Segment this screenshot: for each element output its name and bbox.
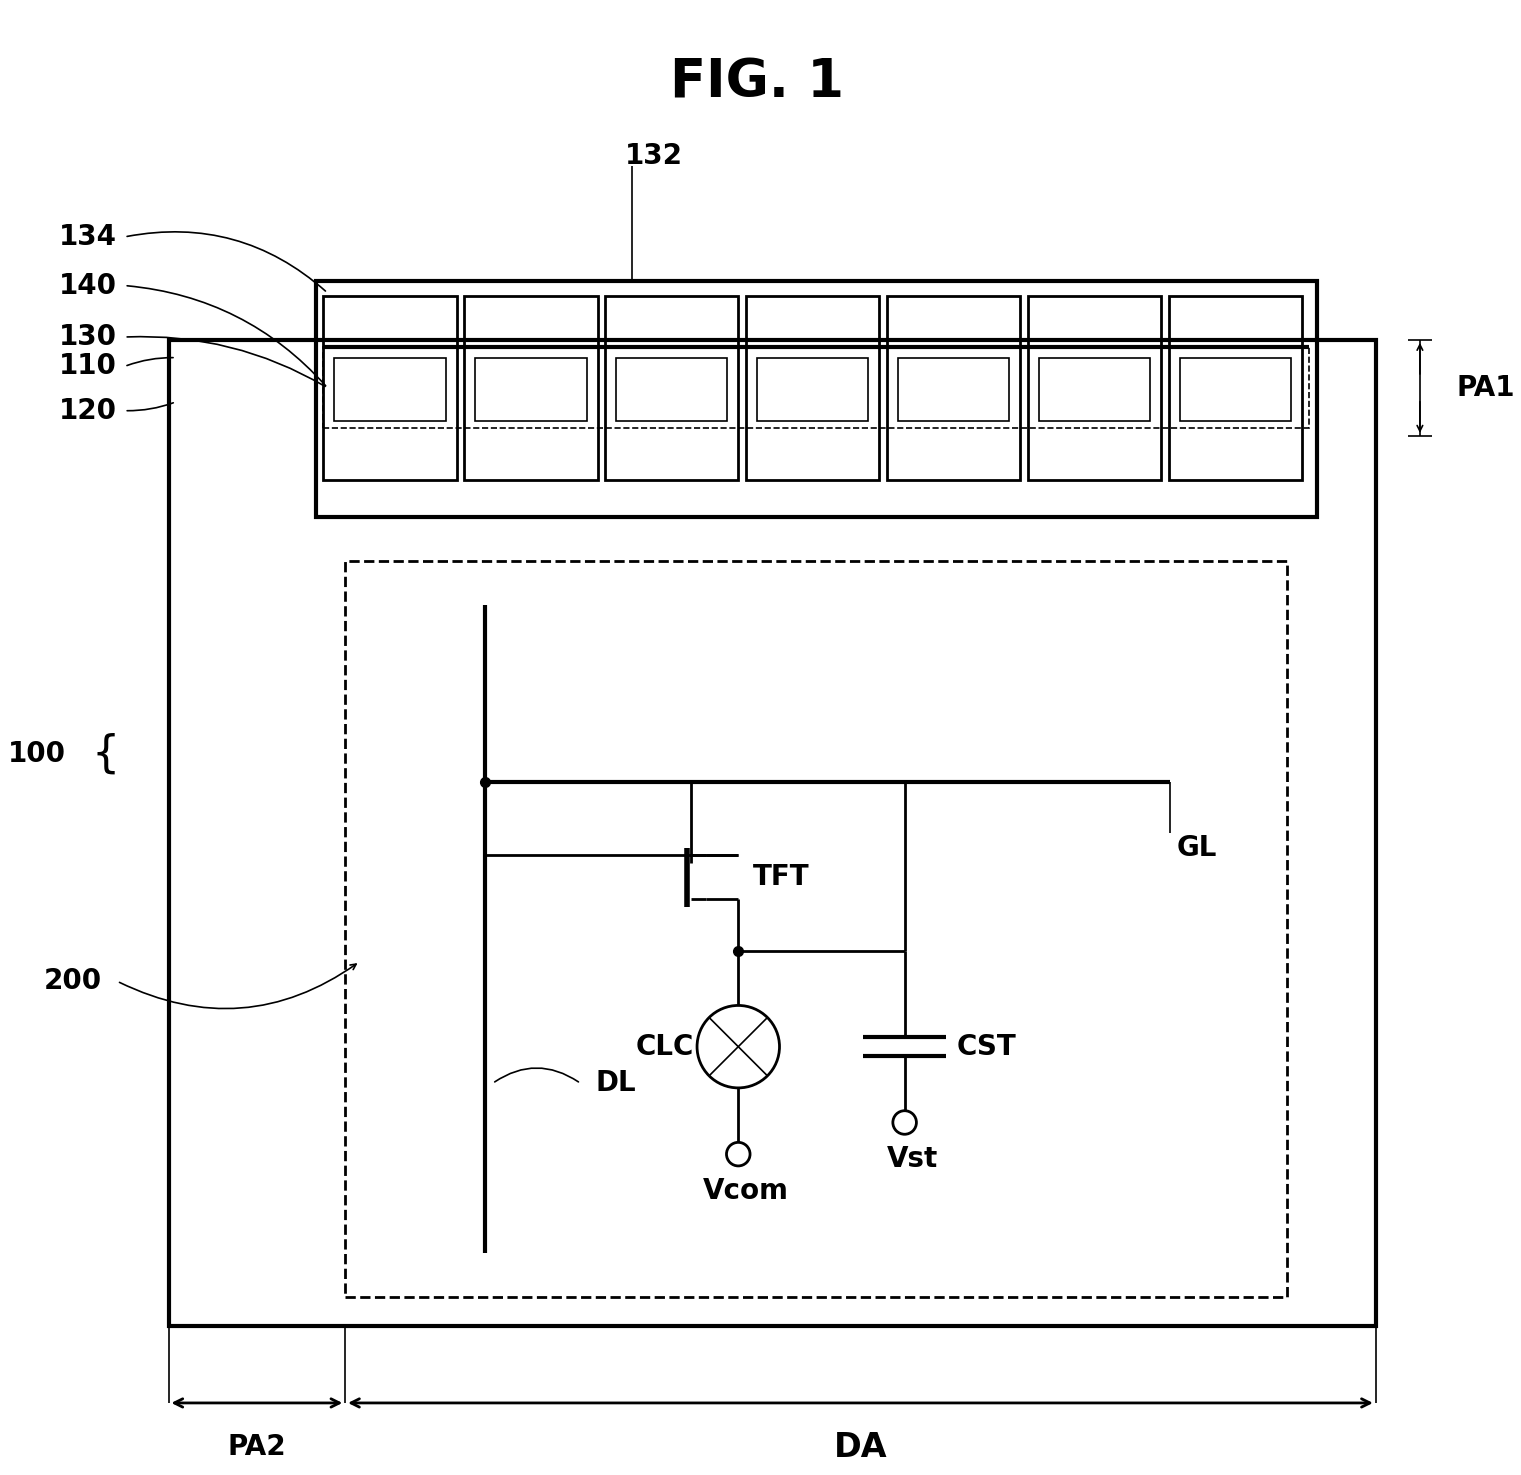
Text: PA2: PA2 bbox=[228, 1434, 286, 1462]
Text: 132: 132 bbox=[625, 142, 683, 170]
Text: 130: 130 bbox=[59, 323, 117, 351]
Bar bbox=[1168, 296, 1302, 479]
Text: Vst: Vst bbox=[887, 1145, 937, 1173]
Bar bbox=[169, 341, 1375, 1326]
Text: 134: 134 bbox=[59, 223, 117, 251]
Bar bbox=[464, 296, 598, 479]
Bar bbox=[1028, 296, 1161, 479]
Bar bbox=[757, 357, 868, 420]
Text: TFT: TFT bbox=[753, 863, 809, 891]
Bar bbox=[322, 296, 456, 479]
Text: 140: 140 bbox=[59, 271, 117, 299]
Text: Vcom: Vcom bbox=[703, 1177, 788, 1205]
Bar bbox=[316, 282, 1317, 516]
Text: PA1: PA1 bbox=[1457, 373, 1515, 401]
Circle shape bbox=[727, 1142, 750, 1165]
Bar bbox=[616, 357, 727, 420]
Bar bbox=[605, 296, 739, 479]
Bar bbox=[745, 296, 879, 479]
Text: 110: 110 bbox=[59, 353, 117, 381]
Bar bbox=[335, 357, 446, 420]
Text: CLC: CLC bbox=[636, 1032, 694, 1061]
Bar bbox=[1039, 357, 1150, 420]
Bar bbox=[345, 560, 1287, 1297]
Text: DA: DA bbox=[834, 1431, 887, 1463]
Bar bbox=[322, 347, 1310, 428]
Text: CST: CST bbox=[957, 1032, 1016, 1061]
Circle shape bbox=[893, 1111, 917, 1134]
Text: DL: DL bbox=[595, 1069, 636, 1097]
Bar bbox=[475, 357, 587, 420]
Text: 100: 100 bbox=[8, 740, 65, 768]
Text: {: { bbox=[91, 733, 120, 776]
Text: FIG. 1: FIG. 1 bbox=[671, 56, 844, 108]
Text: 200: 200 bbox=[44, 968, 102, 996]
Text: 120: 120 bbox=[59, 397, 117, 425]
Text: GL: GL bbox=[1177, 833, 1217, 861]
Bar bbox=[887, 296, 1021, 479]
Bar bbox=[1180, 357, 1291, 420]
Bar bbox=[897, 357, 1010, 420]
